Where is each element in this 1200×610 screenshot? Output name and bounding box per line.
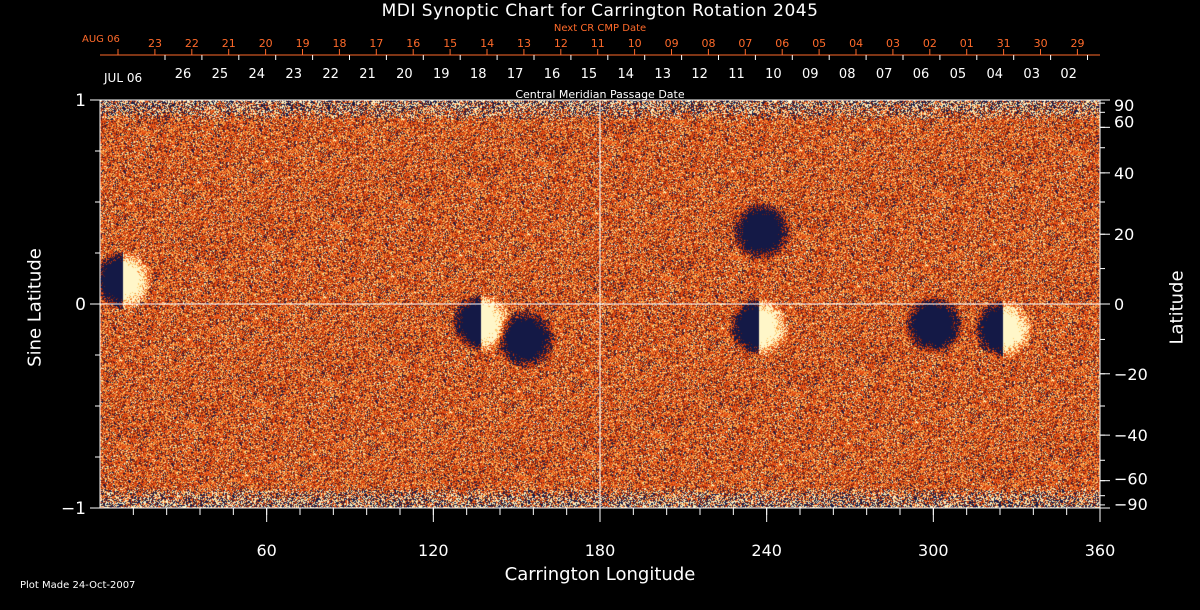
y-right-tick-label: 90 — [1114, 96, 1134, 115]
cmp-date-label: 21 — [359, 67, 376, 82]
y-right-tick-label: −90 — [1114, 495, 1148, 514]
cmp-date-label: 11 — [728, 67, 745, 82]
cmp-date-label: 20 — [396, 67, 413, 82]
cmp-date-label: 12 — [691, 67, 708, 82]
cmp-date-label: 06 — [913, 67, 930, 82]
x-tick-label: 60 — [256, 541, 276, 560]
cmp-date-label: 25 — [212, 67, 229, 82]
next-cr-date-label: 20 — [259, 37, 273, 50]
next-cr-date-label: 15 — [443, 37, 457, 50]
y-right-tick-label: −40 — [1114, 426, 1148, 445]
cmp-date-label: 14 — [618, 67, 635, 82]
next-cr-date-label: 08 — [702, 37, 716, 50]
next-cr-date-label: 31 — [997, 37, 1011, 50]
cmp-date-label: 23 — [285, 67, 302, 82]
y-right-tick-label: 60 — [1114, 112, 1134, 131]
cmp-date-label: 04 — [987, 67, 1004, 82]
x-tick-label: 240 — [751, 541, 782, 560]
cmp-date-label: 26 — [175, 67, 192, 82]
cmp-date-label: 13 — [654, 67, 671, 82]
y-left-tick-label: 0 — [75, 295, 86, 315]
cmp-date-label: 07 — [876, 67, 893, 82]
next-cr-date-label: 30 — [1034, 37, 1048, 50]
cmp-date-label: 18 — [470, 67, 487, 82]
next-cr-date-label: 02 — [923, 37, 937, 50]
x-tick-label: 120 — [418, 541, 449, 560]
next-cr-date-label: 19 — [296, 37, 310, 50]
cmp-date-label: 19 — [433, 67, 450, 82]
next-cr-date-label: 06 — [775, 37, 789, 50]
next-cr-date-label: 01 — [960, 37, 974, 50]
next-cr-date-label: 16 — [406, 37, 420, 50]
next-cr-date-label: 23 — [148, 37, 162, 50]
y-left-tick-label: −1 — [61, 499, 86, 519]
next-cr-date-label: 14 — [480, 37, 494, 50]
x-tick-label: 300 — [918, 541, 949, 560]
next-cr-date-label: 18 — [333, 37, 347, 50]
cmp-date-label: 17 — [507, 67, 524, 82]
cmp-date-label: 24 — [249, 67, 266, 82]
y-right-tick-label: −20 — [1114, 365, 1148, 384]
cmp-date-label: 22 — [322, 67, 339, 82]
y-axis-left-label: Sine Latitude — [24, 248, 46, 367]
next-cr-date-label: 12 — [554, 37, 568, 50]
y-left-tick-label: 1 — [75, 91, 86, 111]
chart-title: MDI Synoptic Chart for Carrington Rotati… — [381, 1, 819, 21]
next-cr-date-label: 17 — [369, 37, 383, 50]
next-cr-date-label: 13 — [517, 37, 531, 50]
cmp-date-label: 15 — [581, 67, 598, 82]
cmp-start-label: JUL 06 — [103, 71, 142, 85]
cmp-date-label: 08 — [839, 67, 856, 82]
x-axis-label: Carrington Longitude — [504, 564, 696, 585]
next-cr-date-label: 04 — [849, 37, 863, 50]
next-cr-date-label: 22 — [185, 37, 199, 50]
next-cr-date-label: 07 — [738, 37, 752, 50]
next-cr-date-label: 03 — [886, 37, 900, 50]
cmp-date-label: 09 — [802, 67, 819, 82]
y-right-tick-label: 20 — [1114, 225, 1134, 244]
cmp-date-label: 05 — [950, 67, 967, 82]
plot-made-date: Plot Made 24-Oct-2007 — [20, 580, 136, 591]
y-right-tick-label: −60 — [1114, 470, 1148, 489]
next-cr-cmp-date-label: Next CR CMP Date — [553, 23, 647, 34]
next-cr-date-label: 21 — [222, 37, 236, 50]
next-cr-date-label: 29 — [1071, 37, 1085, 50]
cmp-date-label: 16 — [544, 67, 561, 82]
next-cr-date-label: 10 — [628, 37, 642, 50]
next-cr-start-label: AUG 06 — [82, 34, 120, 45]
next-cr-date-label: 05 — [812, 37, 826, 50]
central-meridian-passage-date-label: Central Meridian Passage Date — [515, 88, 685, 101]
date-axes: AUG 06 23 22 21 20 19 18 17 16 15 14 13 12 11 10 09 08 07… — [82, 34, 1100, 85]
y-right-tick-label: 0 — [1114, 295, 1124, 314]
x-tick-label: 360 — [1085, 541, 1116, 560]
cmp-date-label: 10 — [765, 67, 782, 82]
y-axis-right-label: Latitude — [1166, 270, 1188, 345]
x-tick-label: 180 — [585, 541, 616, 560]
next-cr-date-label: 09 — [665, 37, 679, 50]
cmp-date-label: 02 — [1060, 67, 1077, 82]
cmp-date-label: 03 — [1023, 67, 1040, 82]
next-cr-date-label: 11 — [591, 37, 605, 50]
y-right-tick-label: 40 — [1114, 164, 1134, 183]
